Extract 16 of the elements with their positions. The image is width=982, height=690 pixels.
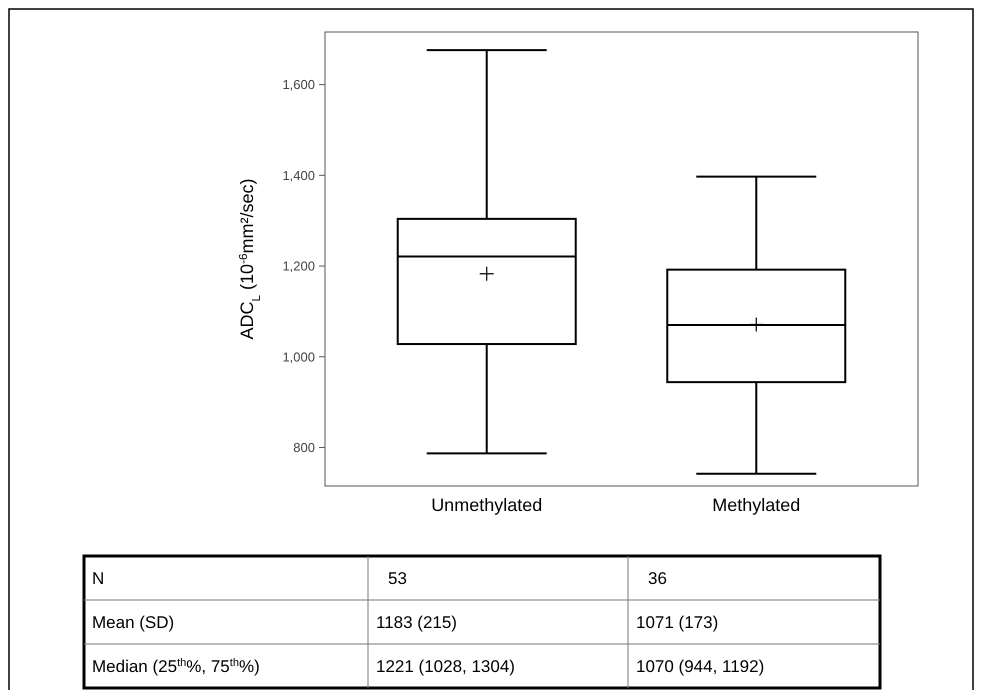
x-tick-label: Unmethylated — [431, 495, 542, 515]
text: 36 — [648, 568, 667, 588]
y-tick-label: 1,400 — [282, 168, 315, 183]
text: 1070 (944, 1192) — [636, 656, 764, 676]
y-tick-label: 1,600 — [282, 77, 315, 92]
y-tick-label: 1,200 — [282, 258, 315, 274]
y-tick-label: 800 — [293, 440, 315, 455]
x-tick-label: Methylated — [712, 495, 800, 515]
text: 1071 (173) — [636, 612, 718, 632]
text: 53 — [388, 568, 407, 588]
text: N — [92, 568, 104, 588]
text: Median (25$^{th}$%, 75$^{th}$%) — [92, 656, 260, 676]
text: 1183 (215) — [376, 612, 457, 632]
y-tick-label: 1,000 — [282, 349, 315, 364]
text: Mean (SD) — [92, 612, 174, 632]
text: 1221 (1028, 1304) — [376, 656, 515, 676]
